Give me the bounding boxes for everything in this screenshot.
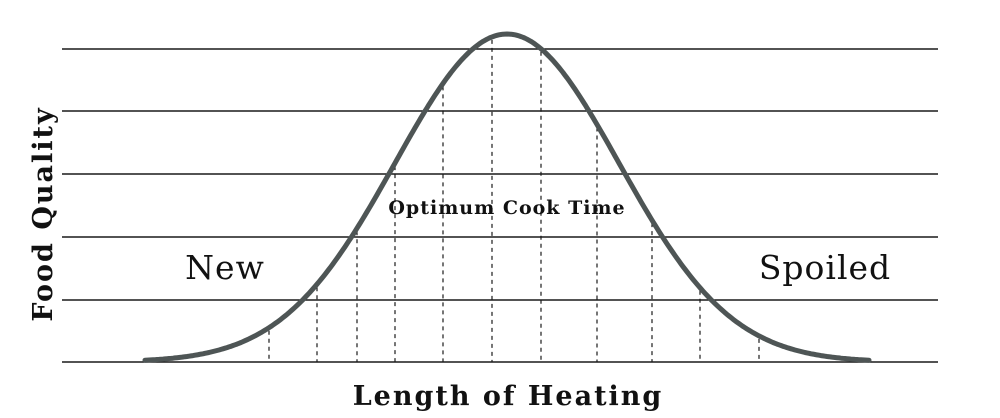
horizontal-gridlines <box>62 48 938 363</box>
new-label: New <box>185 248 265 287</box>
dashed-time-markers <box>268 39 760 362</box>
quality-curve <box>142 31 872 363</box>
y-axis-label: Food Quality <box>28 106 59 321</box>
spoiled-label: Spoiled <box>759 248 891 287</box>
x-axis-label: Length of Heating <box>353 381 664 412</box>
optimum-cook-time-label: Optimum Cook Time <box>388 197 625 219</box>
